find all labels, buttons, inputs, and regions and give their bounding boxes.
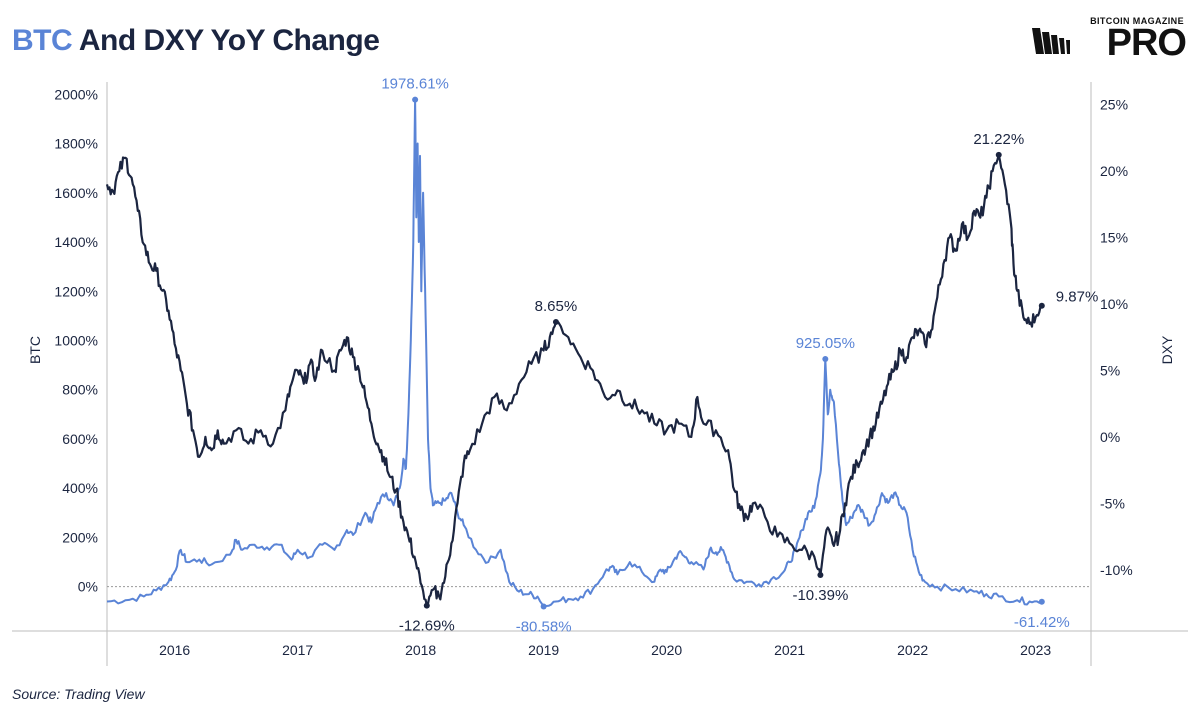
left-tick-0: 0% [78, 579, 98, 595]
left-axis-label: BTC [27, 336, 43, 364]
right-tick-5: 5% [1100, 362, 1120, 378]
x-tick-2021: 2021 [774, 642, 805, 658]
marker-10-39 [817, 572, 824, 579]
logo-bars-icon [1032, 28, 1070, 54]
title-accent: BTC [12, 24, 73, 57]
logo-big-text: PRO [1106, 22, 1187, 64]
right-axis-ticks: -10% -5% 0% 5% 10% 15% 20% 25% [1100, 97, 1133, 578]
source-note: Source: Trading View [12, 686, 145, 702]
x-tick-2019: 2019 [528, 642, 559, 658]
right-tick-10: -10% [1100, 562, 1133, 578]
marker-925-05 [822, 355, 829, 362]
logo-small-text: BITCOIN MAGAZINE [1090, 16, 1184, 26]
left-tick-600: 600% [62, 431, 98, 447]
right-tick-0: 0% [1100, 429, 1120, 445]
right-tick-25: 25% [1100, 97, 1128, 113]
annotation-9-87: 9.87% [1056, 289, 1099, 306]
series-line-dxy [105, 153, 1043, 607]
marker-9-87 [1038, 302, 1045, 309]
right-tick-20: 20% [1100, 163, 1128, 179]
left-tick-1200: 1200% [54, 283, 98, 299]
bitcoin-magazine-pro-logo: BITCOIN MAGAZINE PRO [1026, 16, 1187, 64]
left-tick-2000: 2000% [54, 86, 98, 102]
marker-8-65 [552, 318, 559, 325]
right-tick-15: 15% [1100, 230, 1128, 246]
title-rest: And DXY YoY Change [72, 24, 380, 57]
left-tick-1800: 1800% [54, 136, 98, 152]
right-axis-label: DXY [1159, 335, 1175, 364]
chart-title: BTC And DXY YoY Change [12, 24, 380, 58]
x-tick-2017: 2017 [282, 642, 313, 658]
left-axis-ticks: 0% 200% 400% 600% 800% 1000% 1200% 1400% 1600% 18… [54, 86, 98, 594]
left-tick-1000: 1000% [54, 332, 98, 348]
annotation-80-58: -80.58% [516, 619, 572, 636]
series-group [105, 98, 1043, 608]
left-tick-200: 200% [62, 529, 98, 545]
annotation-61-42: -61.42% [1014, 614, 1070, 631]
marker-12-69 [423, 602, 430, 609]
marker-21-22 [995, 151, 1002, 158]
annotation-1978-61: 1978.61% [381, 76, 449, 93]
annotations-group: 1978.61% 925.05% -80.58% -61.42% 8.65% 21.22%… [381, 76, 1098, 636]
right-tick-5: -5% [1100, 495, 1125, 511]
x-tick-2023: 2023 [1020, 642, 1051, 658]
x-tick-2016: 2016 [159, 642, 190, 658]
x-tick-2018: 2018 [405, 642, 436, 658]
left-tick-1400: 1400% [54, 234, 98, 250]
marker-1978-61 [412, 96, 419, 103]
annotation-8-65: 8.65% [535, 298, 578, 315]
annotation-12-69: -12.69% [399, 618, 455, 635]
plot-frame [12, 82, 1188, 666]
left-tick-800: 800% [62, 382, 98, 398]
marker-80-58 [540, 603, 547, 610]
left-tick-400: 400% [62, 480, 98, 496]
x-tick-2020: 2020 [651, 642, 682, 658]
annotation-21-22: 21.22% [973, 131, 1024, 148]
x-axis-ticks: 2016 2017 2018 2019 2020 2021 2022 2023 [159, 642, 1051, 658]
x-tick-2022: 2022 [897, 642, 928, 658]
series-line-btc [106, 98, 1043, 608]
annotation-10-39: -10.39% [792, 587, 848, 604]
marker-61-42 [1038, 598, 1045, 605]
right-tick-10: 10% [1100, 296, 1128, 312]
annotation-925-05: 925.05% [796, 335, 855, 352]
left-tick-1600: 1600% [54, 185, 98, 201]
